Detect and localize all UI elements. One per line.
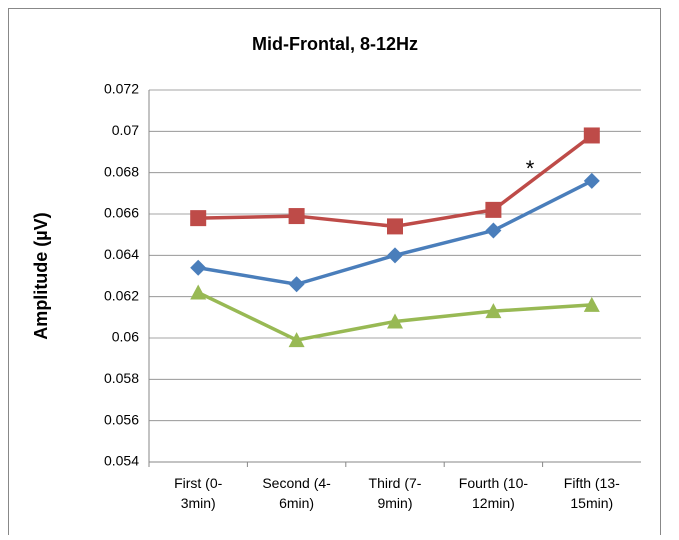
x-tick-label-line: 15min) [570, 495, 613, 511]
marker [190, 259, 207, 276]
x-tick-label-line: Fifth (13- [564, 475, 620, 491]
y-tick-label: 0.056 [104, 411, 139, 427]
x-tick-label: Second (4- 6min) [262, 475, 331, 511]
chart-title: Mid-Frontal, 8-12Hz [252, 34, 418, 54]
x-tick-label: Fourth (10- 12min) [459, 475, 529, 511]
y-axis-label: Amplitude (µV) [31, 212, 51, 339]
marker [485, 201, 502, 218]
x-tick-label-line: Second (4- [262, 475, 331, 491]
y-tick-label: 0.06 [112, 329, 139, 345]
x-tick-label-line: 6min) [279, 495, 314, 511]
marker [583, 296, 600, 312]
marker [387, 218, 403, 235]
marker [387, 247, 403, 264]
marker [387, 313, 403, 329]
marker [583, 127, 600, 144]
x-tick-label-line: Fourth (10- [459, 475, 529, 491]
y-tick-label: 0.068 [104, 163, 139, 179]
annotation: * [526, 156, 535, 181]
x-tick-label-line: Third (7- [369, 475, 422, 491]
x-tick-label-line: First (0- [174, 475, 223, 491]
y-tick-label: 0.066 [104, 205, 139, 221]
x-tick-label-line: 9min) [377, 495, 412, 511]
marker [485, 222, 502, 239]
x-tick-label-line: 12min) [472, 495, 515, 511]
marker [583, 172, 600, 189]
y-tick-label: 0.058 [104, 370, 139, 386]
y-tick-label: 0.062 [104, 287, 139, 303]
y-tick-label: 0.054 [104, 453, 139, 469]
y-tick-label: 0.072 [104, 81, 139, 97]
marker [190, 210, 207, 227]
x-tick-label-line: 3min) [181, 495, 216, 511]
marker [288, 332, 305, 348]
marker [190, 284, 207, 300]
marker [485, 303, 502, 319]
x-tick-label: First (0- 3min) [174, 475, 223, 511]
marker [288, 208, 305, 225]
y-tick-label: 0.07 [112, 122, 139, 138]
marker [288, 276, 305, 293]
y-tick-label: 0.064 [104, 246, 139, 262]
x-tick-label: Fifth (13- 15min) [564, 475, 620, 511]
x-tick-label: Third (7- 9min) [369, 475, 422, 511]
